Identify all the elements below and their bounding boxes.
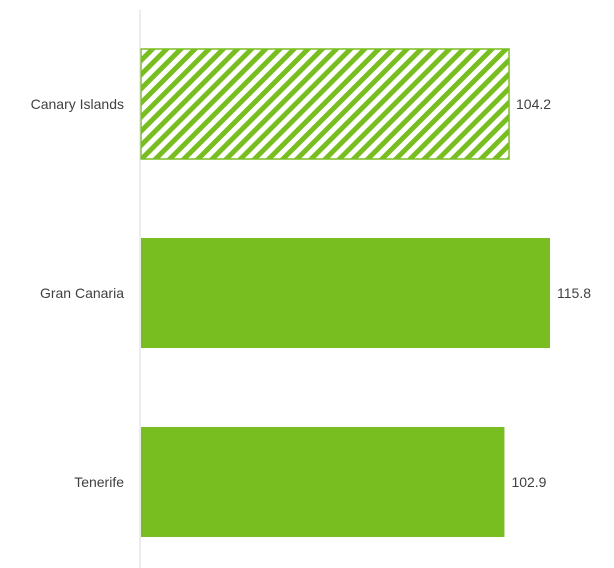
bar-tenerife bbox=[141, 427, 505, 537]
value-label: 115.8 bbox=[557, 285, 591, 301]
value-label: 104.2 bbox=[516, 96, 551, 112]
bar-canary-islands bbox=[140, 48, 510, 160]
category-label: Tenerife bbox=[74, 474, 124, 490]
category-label: Gran Canaria bbox=[40, 285, 124, 301]
bars-layer: Canary Islands 104.2 Gran Canaria 115.8 Tene… bbox=[31, 48, 591, 537]
value-label: 102.9 bbox=[511, 474, 546, 490]
bar-gran-canaria bbox=[141, 238, 550, 348]
category-label: Canary Islands bbox=[31, 96, 124, 112]
